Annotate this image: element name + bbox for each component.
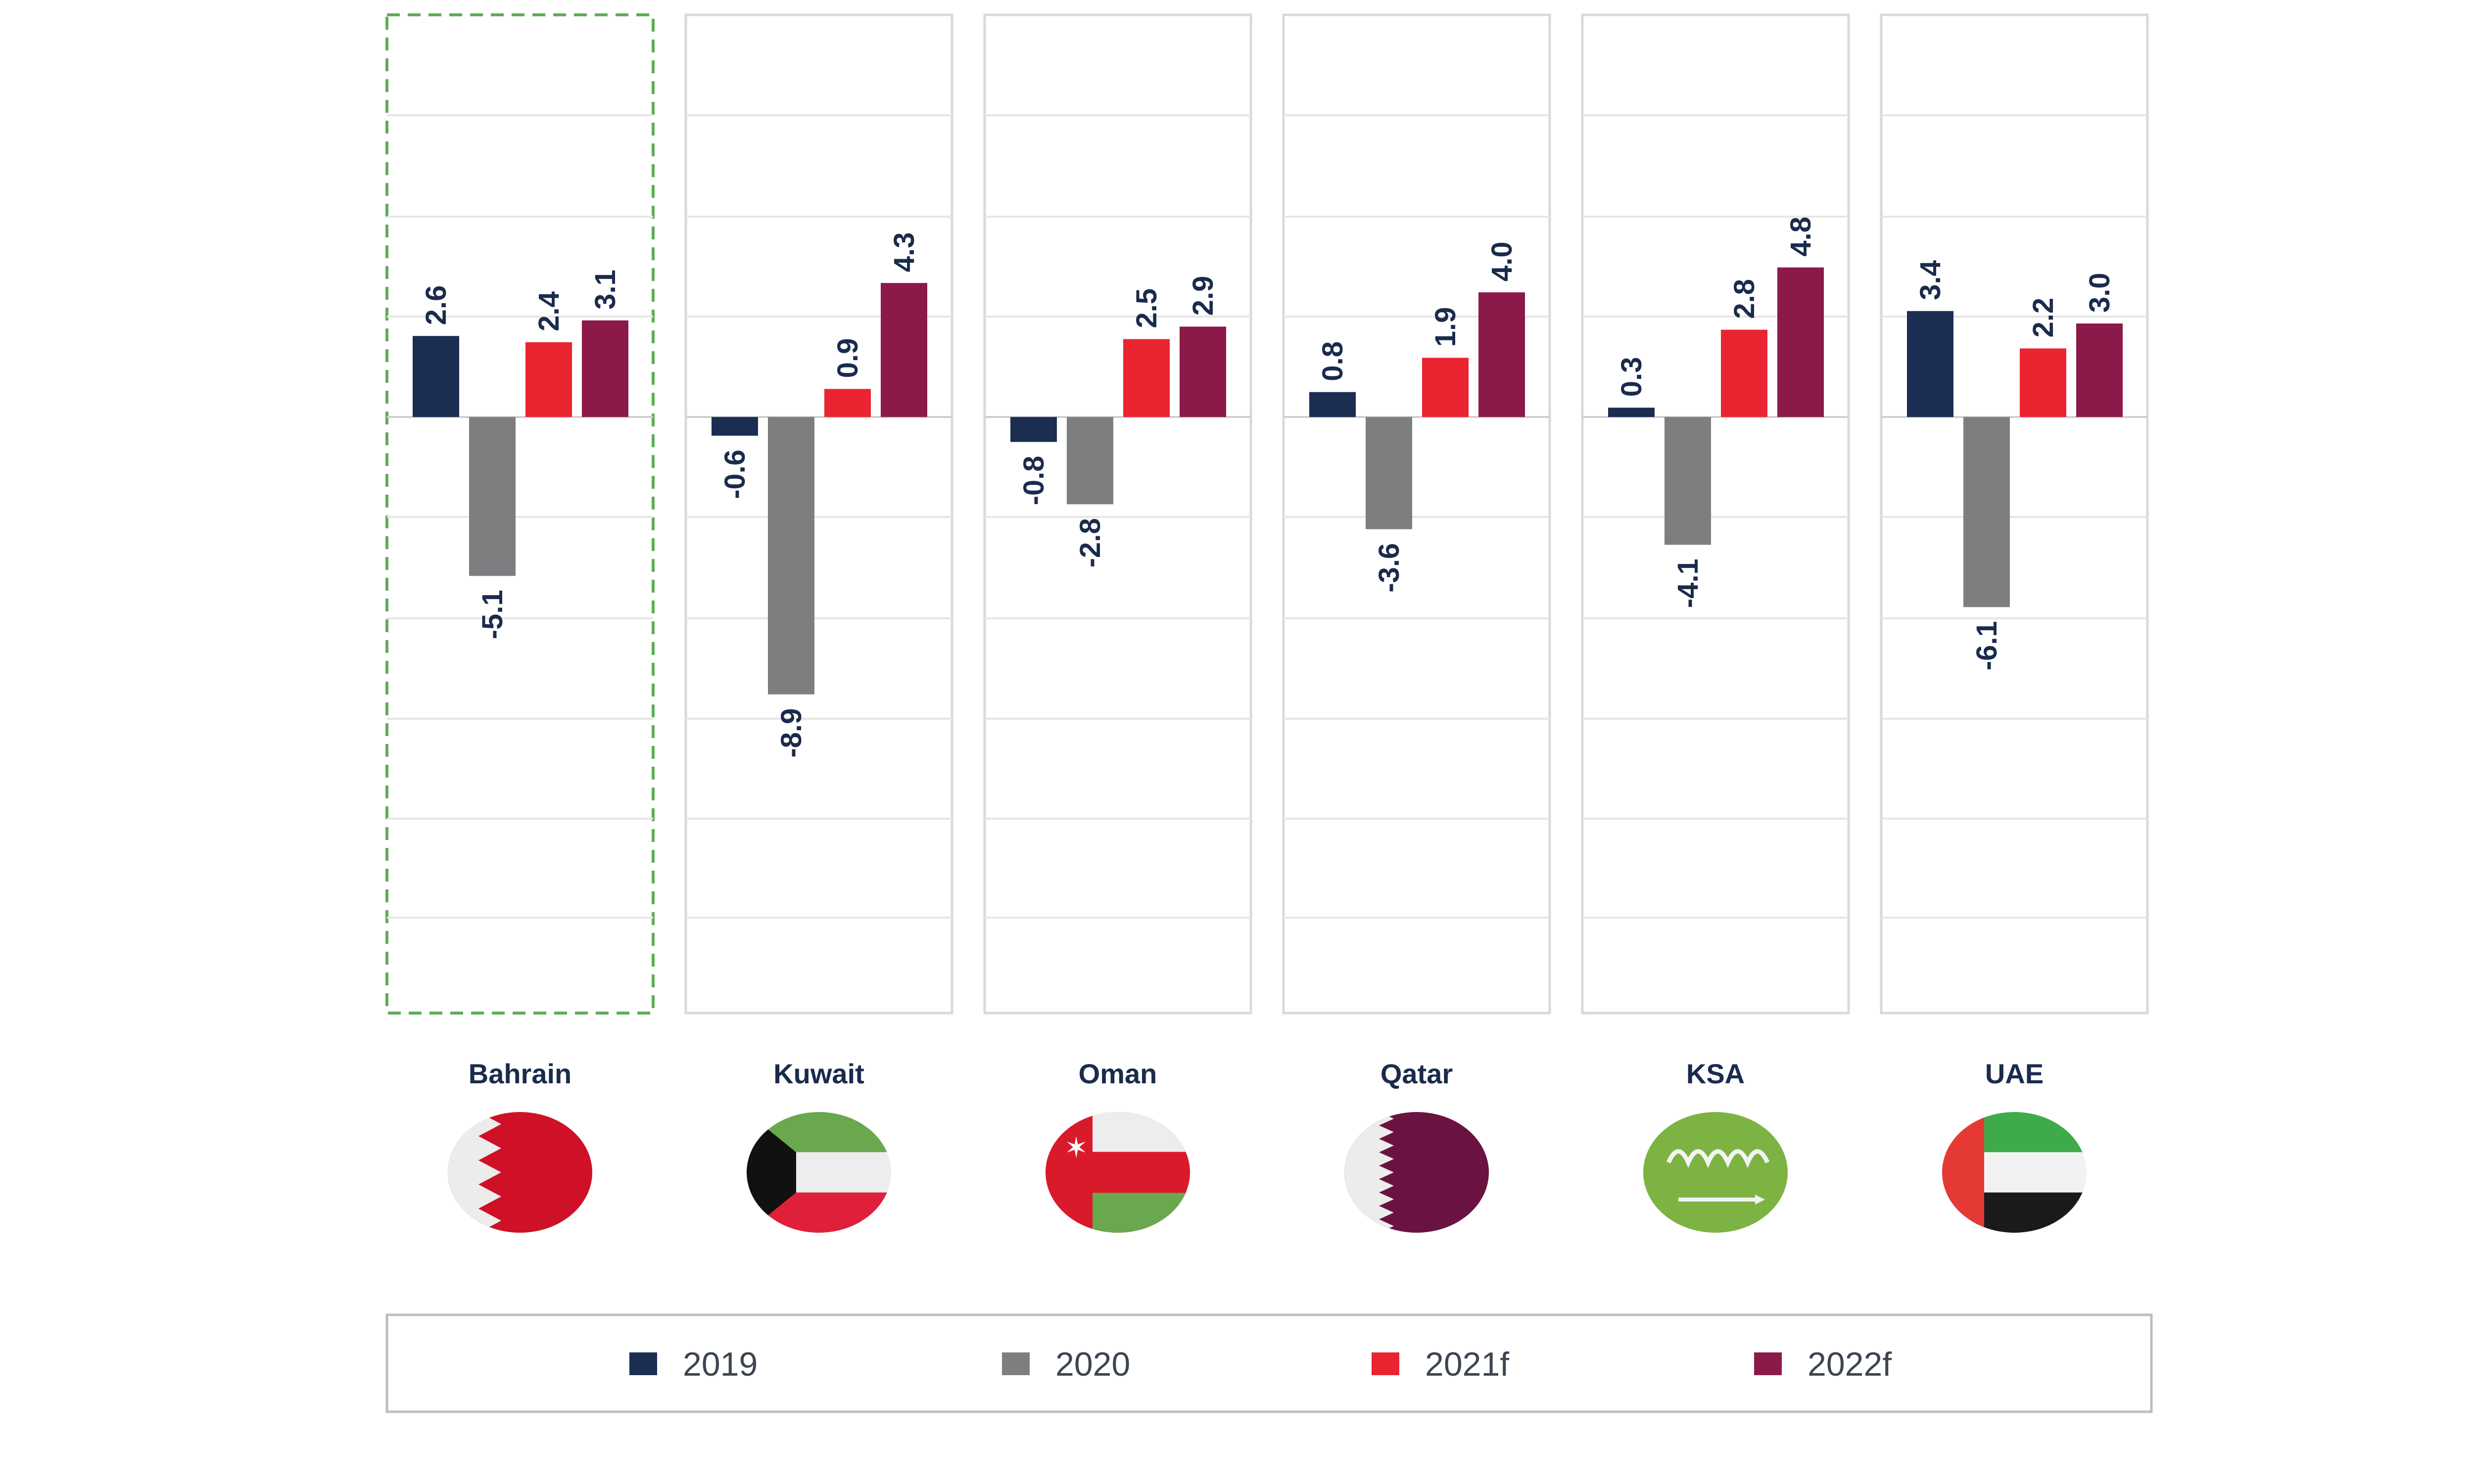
- country-label-kuwait: Kuwait: [773, 1058, 864, 1089]
- legend-swatch: [629, 1352, 657, 1375]
- value-label-kuwait-2022f: 4.3: [888, 232, 920, 272]
- value-label-kuwait-2020: -8.9: [775, 708, 808, 758]
- legend-label: 2022f: [1808, 1345, 1892, 1383]
- value-label-oman-2020: -2.8: [1074, 518, 1106, 567]
- value-label-ksa-2022f: 4.8: [1785, 217, 1817, 257]
- country-label-ksa: KSA: [1686, 1058, 1745, 1089]
- bar-kuwait-2019: [712, 417, 758, 436]
- panel-frame: [983, 13, 1252, 1015]
- svg-text:✶: ✶: [1064, 1131, 1089, 1164]
- bar-kuwait-2020: [768, 417, 814, 695]
- panel-uae: 3.4 -6.1 2.2 3.0: [1880, 13, 2149, 1015]
- value-label-kuwait-2021f: 0.9: [832, 338, 864, 378]
- uae-flag-icon: [1942, 1112, 2087, 1233]
- value-label-oman-2019: -0.8: [1018, 456, 1050, 505]
- legend: 2019 2020 2021f 2022f: [385, 1313, 2153, 1413]
- value-label-bahrain-2020: -5.1: [476, 590, 509, 639]
- country-label-oman: Oman: [1079, 1058, 1157, 1089]
- value-label-ksa-2020: -4.1: [1672, 558, 1704, 608]
- value-label-bahrain-2022f: 3.1: [589, 270, 621, 310]
- country-label-uae: UAE: [1985, 1058, 2044, 1089]
- legend-swatch: [1372, 1352, 1399, 1375]
- panel-qatar: 0.8 -3.6 1.9 4.0: [1282, 13, 1551, 1015]
- legend-label: 2021f: [1425, 1345, 1509, 1383]
- value-label-qatar-2020: -3.6: [1373, 543, 1405, 593]
- legend-swatch: [1002, 1352, 1030, 1375]
- bar-ksa-2021f: [1721, 329, 1767, 417]
- bar-uae-2021f: [2020, 348, 2066, 417]
- legend-frame: [385, 1313, 2153, 1413]
- value-label-uae-2020: -6.1: [1971, 621, 2003, 670]
- bar-bahrain-2021f: [525, 342, 572, 417]
- panel-bahrain: 2.6 -5.1 2.4 3.1: [385, 13, 655, 1015]
- bar-bahrain-2020: [469, 417, 516, 576]
- panel-frame: [1282, 13, 1551, 1015]
- kuwait-flag-icon: [747, 1112, 891, 1233]
- bar-kuwait-2021f: [824, 389, 871, 417]
- value-label-uae-2021f: 2.2: [2027, 298, 2059, 338]
- bar-oman-2022f: [1180, 326, 1226, 417]
- highlight-frame: [385, 13, 655, 1015]
- bar-qatar-2021f: [1422, 358, 1469, 417]
- bar-ksa-2022f: [1777, 267, 1824, 417]
- country-label-bahrain: Bahrain: [469, 1058, 572, 1089]
- country-label-qatar: Qatar: [1380, 1058, 1453, 1089]
- value-label-kuwait-2019: -0.6: [719, 450, 751, 499]
- bahrain-flag-icon: [448, 1112, 592, 1233]
- bar-qatar-2019: [1309, 392, 1356, 417]
- value-label-ksa-2019: 0.3: [1616, 357, 1648, 397]
- panel-oman: -0.8 -2.8 2.5 2.9: [983, 13, 1252, 1015]
- bar-uae-2019: [1907, 311, 1953, 417]
- value-label-oman-2021f: 2.5: [1131, 288, 1163, 328]
- bar-ksa-2019: [1608, 408, 1655, 417]
- legend-label: 2019: [683, 1345, 758, 1383]
- legend-label: 2020: [1055, 1345, 1130, 1383]
- legend-item-2021f: 2021f: [1372, 1345, 1509, 1383]
- panel-frame: [1581, 13, 1850, 1015]
- flags: Bahrain Kuwait Oman ✶ Qatar KSA UAE: [448, 1058, 2087, 1233]
- legend-item-2019: 2019: [629, 1345, 758, 1383]
- legend-item-2020: 2020: [1002, 1345, 1130, 1383]
- value-label-qatar-2021f: 1.9: [1429, 307, 1462, 347]
- legend-item-2022f: 2022f: [1754, 1345, 1892, 1383]
- bar-uae-2020: [1963, 417, 2010, 607]
- bar-kuwait-2022f: [881, 283, 927, 417]
- bar-oman-2020: [1067, 417, 1113, 505]
- value-label-qatar-2019: 0.8: [1317, 341, 1349, 381]
- bar-bahrain-2019: [413, 336, 459, 417]
- bar-uae-2022f: [2076, 324, 2123, 417]
- value-label-ksa-2021f: 2.8: [1728, 279, 1760, 319]
- legend-swatch: [1754, 1352, 1782, 1375]
- panel-kuwait: -0.6 -8.9 0.9 4.3: [684, 13, 953, 1015]
- bar-qatar-2020: [1366, 417, 1412, 529]
- bar-oman-2021f: [1123, 339, 1170, 417]
- panel-frame: [1880, 13, 2149, 1015]
- panel-frame: [684, 13, 953, 1015]
- value-label-bahrain-2019: 2.6: [420, 285, 452, 325]
- bar-bahrain-2022f: [582, 320, 628, 417]
- value-label-uae-2022f: 3.0: [2084, 273, 2116, 313]
- panels: 2.6 -5.1 2.4 3.1 -0.6 -8.9 0.9 4.3 -0.8 -2.8 2.5 2.…: [385, 13, 2149, 1015]
- value-label-bahrain-2021f: 2.4: [533, 291, 565, 331]
- saudi-arabia-flag-icon: [1643, 1112, 1788, 1233]
- oman-flag-icon: ✶: [1046, 1112, 1190, 1233]
- qatar-flag-icon: [1344, 1112, 1489, 1233]
- bar-oman-2019: [1010, 417, 1057, 442]
- value-label-qatar-2022f: 4.0: [1486, 241, 1518, 281]
- panel-ksa: 0.3 -4.1 2.8 4.8: [1581, 13, 1850, 1015]
- bar-qatar-2022f: [1478, 292, 1525, 417]
- value-label-uae-2019: 3.4: [1914, 260, 1947, 300]
- value-label-oman-2022f: 2.9: [1187, 276, 1219, 316]
- bar-ksa-2020: [1665, 417, 1711, 545]
